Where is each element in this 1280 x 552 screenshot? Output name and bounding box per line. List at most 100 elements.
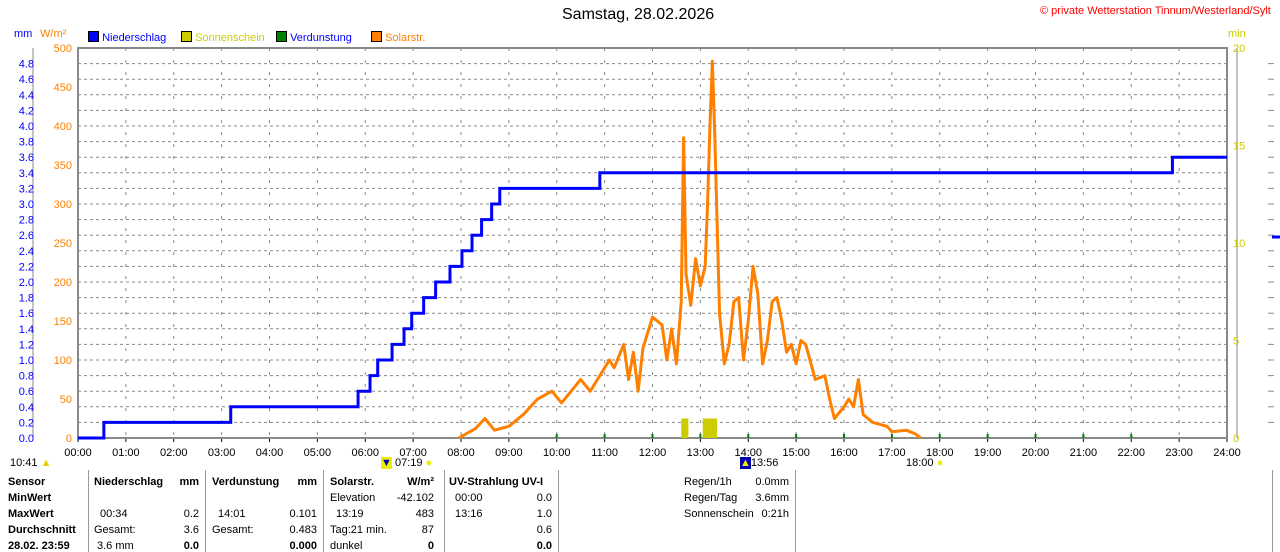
mm-tick-label: 2.2: [19, 261, 34, 273]
min-tick-label: 5: [1233, 336, 1239, 348]
table-cell: 0.0: [536, 540, 552, 552]
sunset-label: 18:00: [906, 457, 934, 469]
x-tick-label: 05:00: [304, 447, 332, 459]
sunrise-label: 07:19: [394, 457, 423, 469]
mm-tick-label: 4.6: [19, 74, 34, 86]
table-cell: mm: [179, 476, 199, 488]
solar-tick-label: 200: [54, 277, 72, 289]
min-tick-label: 15: [1233, 141, 1245, 153]
x-tick-label: 12:00: [639, 447, 667, 459]
divider: [205, 470, 206, 552]
table-cell: 0.2: [183, 508, 199, 520]
x-tick-label: 06:00: [351, 447, 379, 459]
legend-swatch: [181, 31, 192, 42]
min-unit: min: [1228, 28, 1246, 40]
x-tick-label: 11:00: [591, 447, 618, 459]
legend-swatch: [371, 31, 382, 42]
table-cell: 0.483: [289, 524, 317, 536]
table-cell: mm: [297, 476, 317, 488]
x-tick-label: 24:00: [1213, 447, 1241, 459]
summary-label: Sonnenschein: [684, 508, 754, 520]
x-tick-label: 19:00: [974, 447, 1002, 459]
table-cell: 483: [415, 508, 434, 520]
divider: [558, 470, 559, 552]
x-tick-label: 10:00: [543, 447, 571, 459]
summary-label: Regen/1h: [684, 476, 732, 488]
moonset-label: 10:41: [10, 457, 38, 469]
x-tick-label: 17:00: [878, 447, 906, 459]
legend-niederschlag: Niederschlag: [88, 31, 166, 44]
col-header: Solarstr.: [330, 476, 375, 488]
col-header: UV-Strahlung UV-I: [449, 476, 544, 488]
table-cell: 00:00: [455, 492, 483, 504]
summary-label: Regen/Tag: [684, 492, 738, 504]
x-tick-label: 23:00: [1165, 447, 1193, 459]
row-label: MaxWert: [8, 508, 54, 520]
mm-tick-label: 1.6: [19, 308, 34, 320]
precipitation-line: [78, 155, 1227, 440]
table-cell: 0: [427, 540, 434, 552]
sunset-time: 18:00 ●: [906, 457, 943, 469]
x-tick-label: 20:00: [1022, 447, 1050, 459]
table-cell: 0.0: [536, 492, 552, 504]
x-tick-label: 21:00: [1070, 447, 1098, 459]
table-cell: Tag:21 min.: [330, 524, 387, 536]
table-cell: -42.102: [396, 492, 434, 504]
x-tick-label: 08:00: [447, 447, 475, 459]
mm-tick-label: 0.8: [19, 371, 34, 383]
x-tick-label: 02:00: [160, 447, 188, 459]
mm-tick-label: 4.4: [19, 90, 34, 102]
legend-swatch: [88, 31, 99, 42]
copyright: © private Wetterstation Tinnum/Westerlan…: [1040, 5, 1271, 17]
sunshine-bar: [681, 418, 689, 438]
x-tick-label: 04:00: [256, 447, 284, 459]
legend-label: Verdunstung: [290, 32, 352, 44]
mm-tick-label: 3.4: [19, 168, 34, 180]
x-tick-label: 16:00: [830, 447, 858, 459]
mm-unit: mm: [14, 28, 33, 40]
moonrise-icon: ▲: [740, 457, 751, 469]
table-cell: W/m²: [407, 476, 434, 488]
mm-tick-label: 0.0: [19, 433, 34, 445]
solar-tick-label: 350: [54, 160, 72, 172]
solar-tick-label: 100: [54, 355, 72, 367]
moon-icon: ▲: [40, 457, 52, 469]
legend-label: Niederschlag: [102, 32, 167, 44]
table-cell: Elevation: [330, 492, 376, 504]
mm-tick-label: 4.8: [19, 59, 34, 71]
solar-tick-label: 300: [54, 199, 72, 211]
table-cell: 14:01: [218, 508, 246, 520]
divider: [1272, 470, 1273, 552]
table-cell: 1.0: [536, 508, 552, 520]
summary-value: 0:21h: [761, 508, 789, 520]
table-cell: 0.0: [183, 540, 199, 552]
table-cell: 0.000: [289, 540, 317, 552]
min-tick-label: 10: [1233, 238, 1245, 250]
x-tick-label: 22:00: [1117, 447, 1145, 459]
legend-sonnenschein: Sonnenschein: [181, 31, 265, 44]
min-tick-label: 0: [1233, 433, 1239, 445]
x-tick-label: 15:00: [782, 447, 810, 459]
summary-value: 3.6mm: [755, 492, 789, 504]
solar-tick-label: 500: [54, 43, 72, 55]
x-tick-label: 01:00: [112, 447, 140, 459]
legend-solarstr: Solarstr.: [371, 31, 425, 44]
sunshine-bar: [702, 418, 718, 438]
mm-tick-label: 2.0: [19, 277, 34, 289]
divider: [795, 470, 796, 552]
table-cell: 3.6: [183, 524, 199, 536]
divider: [323, 470, 324, 552]
chart-svg: 00:00 01:00 02:00 03:00 04:00 05:00 06:00 07:00…: [19, 43, 1280, 459]
col-header: Niederschlag: [94, 476, 164, 488]
sun-icon: ●: [425, 457, 433, 469]
legend-swatch: [276, 31, 287, 42]
solar-tick-label: 450: [54, 82, 72, 94]
sunrise-time: ▼ 07:19 ●: [381, 457, 432, 469]
mm-tick-label: 0.2: [19, 417, 34, 429]
sun-icon: ●: [936, 457, 944, 469]
table-cell: 0.101: [289, 508, 317, 520]
mm-tick-label: 1.2: [19, 339, 34, 351]
mm-tick-label: 0.6: [19, 386, 34, 398]
mm-tick-label: 1.0: [19, 355, 34, 367]
